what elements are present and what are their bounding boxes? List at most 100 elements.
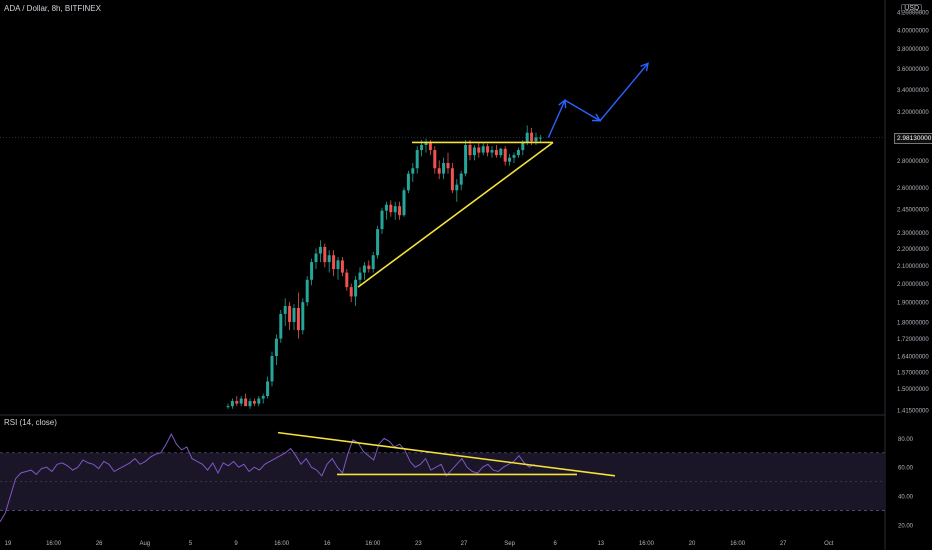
time-tick-9: 23 xyxy=(415,541,422,547)
projection-arrowhead-2 xyxy=(640,62,649,72)
candle-body-0 xyxy=(226,406,230,408)
candle-body-28 xyxy=(349,287,353,297)
time-tick-1: 16:00 xyxy=(46,541,62,547)
projection-segment-0 xyxy=(547,99,566,138)
candle-body-18 xyxy=(305,279,309,303)
candle-body-29 xyxy=(354,279,358,297)
candle-body-24 xyxy=(332,255,336,270)
symbol-title[interactable]: ADA / Dollar, 8h, BITFINEX xyxy=(4,4,101,13)
price-tick-16: 1.64000000 xyxy=(897,355,929,361)
candle-body-3 xyxy=(239,398,243,404)
candle-body-47 xyxy=(433,150,437,169)
time-tick-7: 16 xyxy=(324,541,331,547)
candle-body-5 xyxy=(248,401,252,407)
time-tick-17: 27 xyxy=(780,541,787,547)
candle-body-17 xyxy=(301,302,305,331)
candle-body-50 xyxy=(446,162,450,169)
candle-body-23 xyxy=(327,255,331,263)
time-tick-12: 6 xyxy=(554,541,558,547)
price-tick-9: 2.30000000 xyxy=(897,231,929,237)
candle-body-64 xyxy=(508,157,512,162)
time-tick-5: 9 xyxy=(234,541,238,547)
rsi-tick-0: 80.00 xyxy=(898,437,914,443)
time-axis: 19 16:00 26 Aug 5 9 16:00 16 16:00 23 27 Sep 6 13 16:0… xyxy=(5,541,834,547)
price-tick-5: 3.20000000 xyxy=(897,110,929,116)
candle-body-62 xyxy=(499,148,503,156)
price-tick-14: 1.80000000 xyxy=(897,320,929,326)
time-tick-3: Aug xyxy=(139,541,150,547)
price-tick-7: 2.60000000 xyxy=(897,186,929,192)
projection-segment-1 xyxy=(564,99,601,122)
time-tick-13: 13 xyxy=(597,541,604,547)
candle-body-26 xyxy=(340,260,344,273)
candle-body-51 xyxy=(450,168,454,191)
rsi-tick-3: 20.00 xyxy=(898,523,914,529)
candle-body-69 xyxy=(530,132,534,142)
candle-body-11 xyxy=(274,338,278,357)
time-tick-0: 19 xyxy=(5,541,12,547)
rsi-title[interactable]: RSI (14, close) xyxy=(4,418,57,427)
price-tick-17: 1.57000000 xyxy=(897,370,929,376)
candle-body-46 xyxy=(428,142,432,151)
currency-button[interactable]: USD xyxy=(901,4,922,13)
candle-body-9 xyxy=(266,381,270,397)
candle-body-41 xyxy=(406,173,410,191)
price-tick-18: 1.50000000 xyxy=(897,387,929,393)
price-tick-2: 3.80000000 xyxy=(897,47,929,53)
candle-body-25 xyxy=(336,260,340,270)
time-tick-8: 16:00 xyxy=(365,541,381,547)
candle-body-21 xyxy=(318,246,322,254)
candle-body-38 xyxy=(393,206,397,213)
price-tick-4: 3.40000000 xyxy=(897,88,929,94)
candle-body-49 xyxy=(442,162,446,174)
rsi-divergence-line xyxy=(277,431,616,477)
price-tick-3: 3.60000000 xyxy=(897,67,929,73)
candle-body-27 xyxy=(345,272,349,288)
rsi-tick-1: 60.00 xyxy=(898,466,914,472)
candle-body-36 xyxy=(384,204,388,211)
candle-body-48 xyxy=(437,168,441,174)
last-price-label: 2.98130000 xyxy=(894,133,932,144)
rsi-axis: 80.00 60.00 40.00 20.00 xyxy=(898,437,914,529)
candle-body-59 xyxy=(486,146,490,153)
candle-body-16 xyxy=(296,308,300,331)
candle-body-13 xyxy=(283,306,287,314)
time-tick-14: 16:00 xyxy=(639,541,655,547)
candle-body-15 xyxy=(292,308,296,322)
price-tick-1: 4.00000000 xyxy=(897,28,929,34)
time-tick-15: 20 xyxy=(689,541,696,547)
time-tick-4: 5 xyxy=(189,541,193,547)
projection-segment-2 xyxy=(599,62,649,122)
candle-body-6 xyxy=(252,401,256,404)
candle-body-61 xyxy=(494,150,498,156)
time-tick-11: Sep xyxy=(504,541,515,547)
price-tick-6: 2.80000000 xyxy=(897,159,929,165)
price-axis: 4.20000000 4.00000000 3.80000000 3.60000000… xyxy=(897,11,929,415)
candle-body-37 xyxy=(389,204,393,213)
candle-body-67 xyxy=(521,142,525,151)
time-tick-18: Oct xyxy=(824,541,834,547)
candle-body-8 xyxy=(261,396,265,399)
candle-body-42 xyxy=(411,168,415,174)
candle-body-66 xyxy=(516,150,520,156)
rsi-plot xyxy=(0,433,885,523)
price-tick-11: 2.10000000 xyxy=(897,264,929,270)
candle-body-10 xyxy=(270,356,274,382)
support-trendline xyxy=(357,141,554,288)
candle-body-54 xyxy=(464,144,468,174)
candle-body-14 xyxy=(288,306,292,322)
candle-body-45 xyxy=(424,142,428,145)
price-tick-19: 1.41500000 xyxy=(897,409,929,415)
candle-body-33 xyxy=(371,255,375,270)
candles xyxy=(226,125,542,409)
candle-body-39 xyxy=(398,206,402,216)
candle-body-19 xyxy=(310,262,314,280)
candle-body-2 xyxy=(235,401,239,404)
candle-body-71 xyxy=(538,137,542,139)
candle-body-52 xyxy=(455,184,459,191)
candle-body-31 xyxy=(362,265,366,273)
candle-body-68 xyxy=(525,132,529,143)
candle-body-34 xyxy=(376,229,380,256)
candle-body-56 xyxy=(472,147,476,156)
